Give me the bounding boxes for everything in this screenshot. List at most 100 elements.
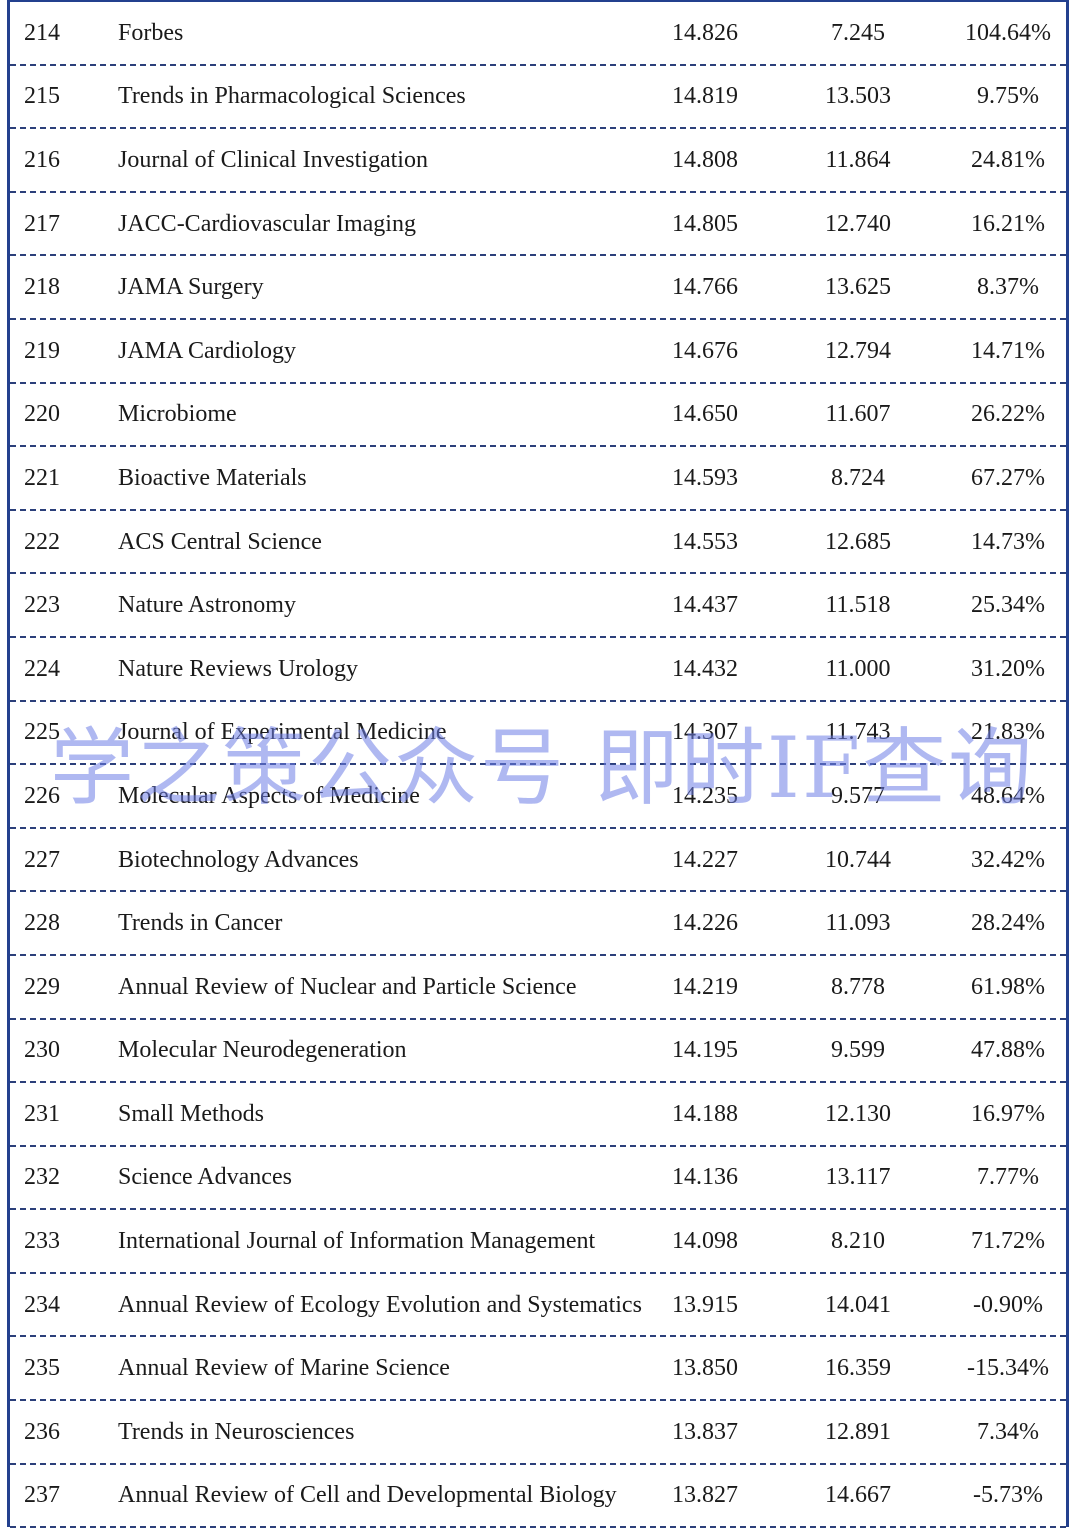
impact-factor: 14.826 (672, 19, 738, 46)
journal-name: Molecular Aspects of Medicine (118, 782, 420, 809)
growth-rate: 67.27% (971, 464, 1045, 491)
growth-rate: 16.21% (971, 210, 1045, 237)
rank: 216 (24, 146, 60, 173)
journal-name: Small Methods (118, 1100, 265, 1127)
growth-rate: 61.98% (971, 973, 1045, 1000)
table-row: 231 Small Methods 14.188 12.130 16.97% (10, 1083, 1066, 1147)
journal-name: Journal of Experimental Medicine (118, 719, 447, 746)
rank: 226 (24, 782, 60, 809)
impact-factor: 13.915 (672, 1291, 738, 1318)
journal-name: Trends in Pharmacological Sciences (118, 83, 466, 110)
table-row: 237 Annual Review of Cell and Development… (10, 1465, 1066, 1528)
impact-factor: 14.227 (672, 846, 738, 873)
table-row: 217 JACC-Cardiovascular Imaging 14.805 12.7… (10, 193, 1066, 257)
rank: 231 (24, 1100, 60, 1127)
table-row: 236 Trends in Neurosciences 13.837 12.891 7.… (10, 1401, 1066, 1465)
previous-if: 10.744 (825, 846, 891, 873)
impact-factor: 14.226 (672, 910, 738, 937)
impact-factor: 13.837 (672, 1418, 738, 1445)
table-row: 234 Annual Review of Ecology Evolution an… (10, 1274, 1066, 1338)
rank: 215 (24, 83, 60, 110)
growth-rate: 104.64% (965, 19, 1051, 46)
journal-name: Forbes (118, 19, 184, 46)
rank: 214 (24, 19, 60, 46)
journal-name: Annual Review of Marine Science (118, 1355, 450, 1382)
rank: 225 (24, 719, 60, 746)
growth-rate: 24.81% (971, 146, 1045, 173)
impact-factor: 14.098 (672, 1228, 738, 1255)
previous-if: 7.245 (831, 19, 885, 46)
previous-if: 16.359 (825, 1355, 891, 1382)
journal-name: JAMA Surgery (118, 274, 264, 301)
growth-rate: 21.83% (971, 719, 1045, 746)
impact-factor: 14.195 (672, 1037, 738, 1064)
rank: 220 (24, 401, 60, 428)
journal-name: JACC-Cardiovascular Imaging (118, 210, 416, 237)
table-row: 215 Trends in Pharmacological Sciences 14.… (10, 66, 1066, 130)
growth-rate: 7.77% (977, 1164, 1039, 1191)
previous-if: 11.743 (825, 719, 891, 746)
growth-rate: 8.37% (977, 274, 1039, 301)
previous-if: 12.740 (825, 210, 891, 237)
table-row: 224 Nature Reviews Urology 14.432 11.000 31.… (10, 638, 1066, 702)
rank: 228 (24, 910, 60, 937)
previous-if: 12.794 (825, 337, 891, 364)
journal-name: Nature Reviews Urology (118, 655, 358, 682)
table: 214 Forbes 14.826 7.245 104.64% 215 Trends in … (7, 0, 1069, 1528)
rank: 235 (24, 1355, 60, 1382)
table-row: 229 Annual Review of Nuclear and Particle… (10, 956, 1066, 1020)
table-row: 221 Bioactive Materials 14.593 8.724 67.27% (10, 447, 1066, 511)
impact-factor: 14.650 (672, 401, 738, 428)
impact-factor: 14.235 (672, 782, 738, 809)
impact-factor: 14.437 (672, 592, 738, 619)
rank: 217 (24, 210, 60, 237)
impact-factor: 14.307 (672, 719, 738, 746)
previous-if: 13.117 (825, 1164, 891, 1191)
impact-factor: 13.850 (672, 1355, 738, 1382)
growth-rate: 16.97% (971, 1100, 1045, 1127)
table-row: 235 Annual Review of Marine Science 13.850… (10, 1337, 1066, 1402)
impact-factor: 14.676 (672, 337, 738, 364)
growth-rate: -15.34% (967, 1355, 1049, 1382)
table-row: 232 Science Advances 14.136 13.117 7.77% (10, 1147, 1066, 1211)
growth-rate: 32.42% (971, 846, 1045, 873)
impact-factor: 14.136 (672, 1164, 738, 1191)
table-row: 230 Molecular Neurodegeneration 14.195 9.59… (10, 1020, 1066, 1084)
previous-if: 13.625 (825, 274, 891, 301)
journal-name: Annual Review of Ecology Evolution and S… (118, 1291, 642, 1318)
rank: 222 (24, 528, 60, 555)
journal-name: Science Advances (118, 1164, 292, 1191)
growth-rate: 71.72% (971, 1228, 1045, 1255)
growth-rate: 14.71% (971, 337, 1045, 364)
table-row: 216 Journal of Clinical Investigation 14.8… (10, 129, 1066, 193)
rank: 230 (24, 1037, 60, 1064)
journal-name: Trends in Cancer (118, 910, 283, 937)
rank: 237 (24, 1482, 60, 1509)
table-row: 223 Nature Astronomy 14.437 11.518 25.34% (10, 574, 1066, 638)
impact-factor: 14.808 (672, 146, 738, 173)
table-row: 227 Biotechnology Advances 14.227 10.744 32.… (10, 829, 1066, 893)
previous-if: 12.130 (825, 1100, 891, 1127)
table-row: 228 Trends in Cancer 14.226 11.093 28.24% (10, 892, 1066, 956)
journal-name: Bioactive Materials (118, 464, 307, 491)
rank: 219 (24, 337, 60, 364)
table-row: 233 International Journal of Information … (10, 1210, 1066, 1274)
rank: 232 (24, 1164, 60, 1191)
impact-factor: 14.553 (672, 528, 738, 555)
table-row: 220 Microbiome 14.650 11.607 26.22% (10, 384, 1066, 448)
journal-name: Nature Astronomy (118, 592, 296, 619)
journal-name: Biotechnology Advances (118, 846, 359, 873)
impact-factor: 14.805 (672, 210, 738, 237)
table-row: 219 JAMA Cardiology 14.676 12.794 14.71% (10, 320, 1066, 384)
impact-factor: 14.766 (672, 274, 738, 301)
previous-if: 11.864 (825, 146, 891, 173)
growth-rate: 14.73% (971, 528, 1045, 555)
impact-factor: 14.432 (672, 655, 738, 682)
growth-rate: 26.22% (971, 401, 1045, 428)
rank: 223 (24, 592, 60, 619)
growth-rate: 9.75% (977, 83, 1039, 110)
growth-rate: -0.90% (973, 1291, 1043, 1318)
previous-if: 8.778 (831, 973, 885, 1000)
growth-rate: 31.20% (971, 655, 1045, 682)
